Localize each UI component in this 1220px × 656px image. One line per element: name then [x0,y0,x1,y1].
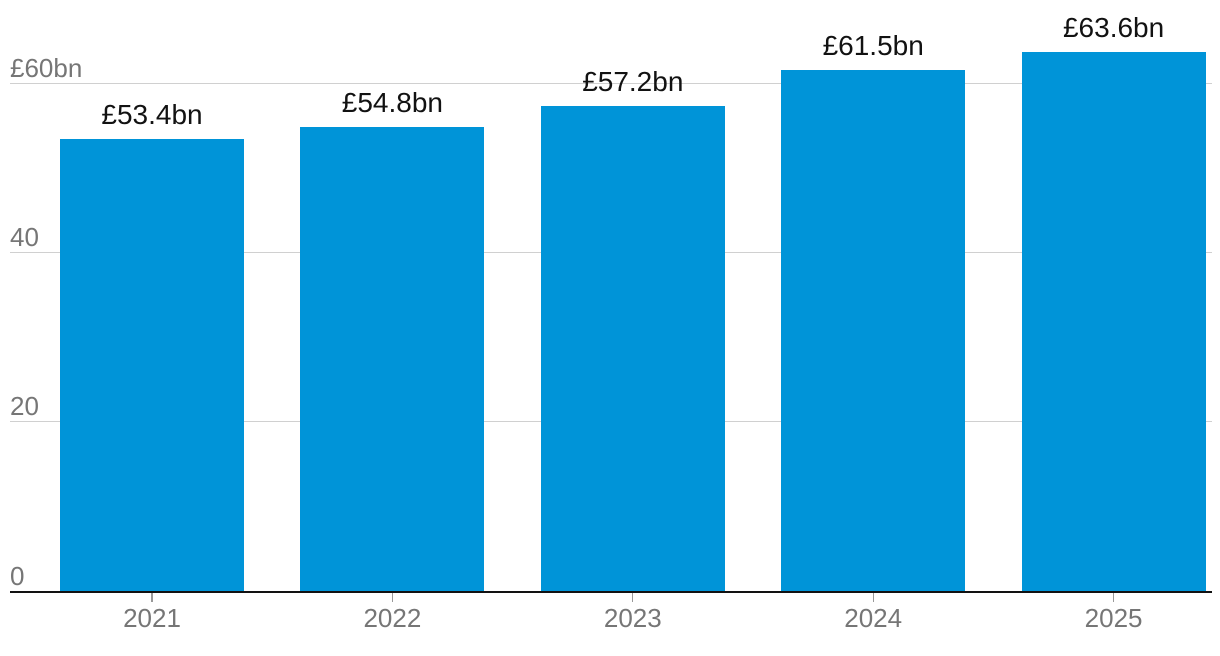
y-axis-label: 20 [10,391,39,422]
x-axis-tick [1112,593,1115,603]
x-axis-baseline [10,590,1212,594]
x-axis-label: 2022 [363,603,422,633]
bar [781,70,966,591]
x-axis-tick [872,593,874,603]
x-axis-tick [632,593,634,603]
x-axis-label: 2024 [844,603,903,633]
bar [540,106,725,591]
x-axis-label: 2021 [123,603,181,633]
y-axis-label: £60bn [10,52,83,83]
x-axis-label: 2023 [603,603,662,633]
y-axis-label: 40 [10,221,39,252]
bar-value-label: £57.2bn [582,66,684,98]
bar [300,126,485,591]
bar-value-label: £53.4bn [101,98,203,130]
bar-value-label: £63.6bn [1062,12,1165,44]
y-axis-label: 0 [10,560,25,591]
bar-value-label: £61.5bn [822,30,924,62]
bar-value-label: £54.8bn [341,86,443,118]
bar [1021,52,1206,591]
x-axis-label: 2025 [1084,603,1143,633]
bar [60,138,244,591]
x-axis-tick [151,593,153,603]
x-axis-tick [391,593,394,603]
gridline [10,82,1212,84]
